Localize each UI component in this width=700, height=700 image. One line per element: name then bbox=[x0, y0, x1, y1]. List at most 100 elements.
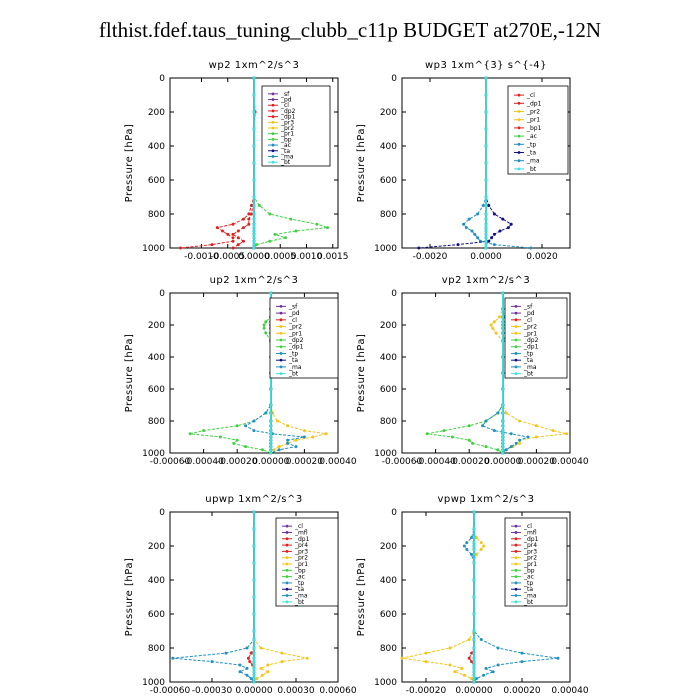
y-tick-label: 0 bbox=[391, 74, 397, 84]
data-point bbox=[252, 144, 256, 148]
data-point bbox=[472, 677, 476, 681]
data-point bbox=[269, 432, 273, 436]
legend-label: _dp1 bbox=[288, 344, 304, 351]
legend-label: _ta bbox=[280, 148, 290, 155]
panel-2: wp3 1xm^{3} s^{-4} Pressure [hPa] 0 200 400 6… bbox=[356, 60, 571, 262]
page-title: flthist.fdef.taus_tuning_clubb_c11p BUDG… bbox=[98, 18, 602, 42]
legend-marker bbox=[271, 120, 275, 124]
legend-label: _pd bbox=[280, 97, 292, 104]
data-point bbox=[252, 578, 256, 582]
data-point bbox=[179, 246, 182, 250]
legend-marker bbox=[517, 101, 521, 105]
data-point bbox=[472, 660, 476, 664]
data-point bbox=[236, 229, 240, 233]
legend-marker bbox=[271, 143, 275, 147]
series-line-dp1 bbox=[232, 78, 255, 249]
legend-marker bbox=[271, 132, 275, 136]
data-point bbox=[471, 441, 475, 445]
y-tick-label: 0 bbox=[159, 289, 165, 299]
data-point bbox=[470, 229, 474, 233]
legend-label: _bt bbox=[523, 371, 534, 378]
data-point bbox=[467, 217, 471, 221]
data-point bbox=[272, 448, 276, 452]
data-point bbox=[501, 355, 505, 359]
data-point bbox=[491, 326, 495, 330]
data-point bbox=[245, 646, 249, 650]
x-tick-label: -0.00020 bbox=[449, 457, 490, 467]
data-point bbox=[311, 435, 315, 439]
data-point bbox=[472, 638, 476, 641]
y-tick-label: 400 bbox=[148, 576, 165, 586]
legend-label: _pr3 bbox=[280, 119, 294, 126]
data-point bbox=[252, 204, 256, 207]
data-point bbox=[252, 76, 256, 80]
legend-label: _pr2 bbox=[523, 555, 537, 562]
data-point bbox=[252, 243, 256, 247]
data-point bbox=[501, 307, 505, 311]
data-point bbox=[501, 323, 505, 327]
data-point bbox=[324, 432, 328, 436]
data-point bbox=[467, 638, 471, 641]
data-point bbox=[484, 226, 488, 230]
legend-label: _dp1 bbox=[523, 536, 539, 543]
legend-marker bbox=[517, 159, 521, 163]
data-point bbox=[506, 226, 510, 230]
data-point bbox=[284, 236, 287, 240]
data-point bbox=[245, 666, 249, 670]
data-point bbox=[236, 243, 240, 247]
legend-box bbox=[504, 297, 568, 379]
data-point bbox=[470, 660, 474, 664]
panel-title: upwp 1xm^2/s^3 bbox=[205, 494, 302, 505]
legend-label: _cl bbox=[280, 102, 289, 109]
legend-marker bbox=[279, 318, 283, 322]
x-tick-label: 0.0005 bbox=[265, 252, 297, 262]
data-point bbox=[492, 212, 496, 216]
data-point bbox=[494, 331, 498, 335]
data-point bbox=[472, 612, 476, 616]
y-tick-label: 400 bbox=[380, 576, 397, 586]
data-point bbox=[425, 432, 429, 436]
legend-marker bbox=[271, 109, 275, 113]
data-point bbox=[188, 432, 192, 436]
legend-marker bbox=[285, 581, 289, 585]
legend-label: _pr4 bbox=[523, 542, 537, 549]
data-point bbox=[252, 663, 256, 667]
x-tick-label: 0.00040 bbox=[551, 457, 588, 467]
data-point bbox=[484, 666, 488, 670]
legend-label: _sf bbox=[280, 91, 290, 98]
data-point bbox=[242, 226, 245, 230]
panel-5: upwp 1xm^2/s^3 Pressure [hPa] 0 200 400 600 80… bbox=[124, 494, 357, 696]
y-tick-label: 200 bbox=[380, 542, 397, 552]
legend-label: _cl bbox=[523, 523, 532, 530]
legend-marker bbox=[517, 151, 521, 154]
data-point bbox=[252, 110, 256, 114]
data-point bbox=[529, 246, 533, 250]
legend-marker bbox=[271, 115, 275, 119]
x-tick-label: 0.00030 bbox=[277, 686, 314, 696]
data-point bbox=[252, 222, 256, 226]
legend-marker bbox=[279, 331, 283, 335]
legend: _sf_pd_cl_dp2_dp1_pr3_pr2_pr1_bp_ac_ta_m… bbox=[261, 85, 331, 167]
legend-marker bbox=[271, 149, 275, 153]
y-tick-label: 1000 bbox=[142, 678, 165, 688]
data-point bbox=[448, 646, 452, 650]
x-tick-label: -0.0010 bbox=[184, 252, 219, 262]
data-point bbox=[226, 232, 230, 236]
data-point bbox=[501, 441, 505, 445]
data-point bbox=[484, 246, 488, 250]
data-point bbox=[231, 232, 235, 236]
data-point bbox=[520, 660, 524, 664]
y-tick-label: 800 bbox=[148, 210, 165, 220]
legend-marker bbox=[279, 345, 283, 349]
y-tick-label: 600 bbox=[148, 610, 165, 620]
data-point bbox=[565, 432, 569, 436]
data-point bbox=[269, 424, 273, 428]
legend-marker bbox=[514, 365, 518, 369]
data-point bbox=[484, 144, 488, 148]
y-axis-label: Pressure [hPa] bbox=[124, 124, 135, 203]
legend-marker bbox=[285, 531, 289, 534]
data-point bbox=[273, 232, 277, 236]
data-point bbox=[496, 448, 500, 452]
y-tick-label: 800 bbox=[380, 644, 397, 654]
data-point bbox=[210, 660, 214, 664]
